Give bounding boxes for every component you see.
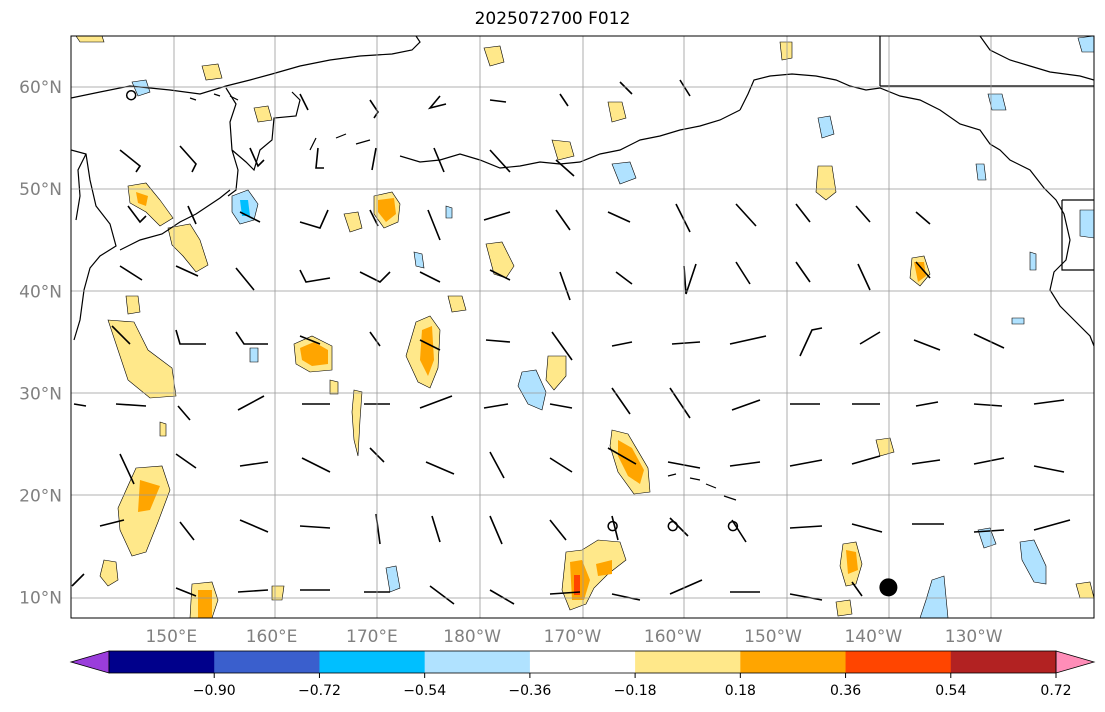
lat-label: 40°N xyxy=(19,282,62,302)
lon-label: 130°W xyxy=(945,627,1003,647)
map-area xyxy=(71,36,1094,618)
colorbar-segment xyxy=(635,651,741,673)
colorbar-frame xyxy=(108,650,1057,674)
lat-label: 60°N xyxy=(19,78,62,98)
open-location-circle xyxy=(667,520,679,532)
colorbar-segment xyxy=(109,651,215,673)
colorbar-segment xyxy=(740,651,847,673)
colorbar-tick-label: −0.72 xyxy=(298,683,341,699)
lat-label: 50°N xyxy=(19,180,62,200)
map-title: 2025072700 F012 xyxy=(474,9,631,29)
colorbar-tick-label: 0.36 xyxy=(830,683,861,699)
lon-label: 150°W xyxy=(744,627,802,647)
lon-label: 170°E xyxy=(346,627,398,647)
lon-label: 160°E xyxy=(246,627,298,647)
lat-label: 20°N xyxy=(19,486,62,506)
anomaly-shading xyxy=(75,36,1094,618)
colorbar-tick-label: 0.72 xyxy=(1040,683,1071,699)
colorbar-tick-label: −0.90 xyxy=(193,683,236,699)
gridlines xyxy=(71,36,1094,618)
colorbar-segment xyxy=(214,651,320,673)
map-frame xyxy=(70,35,1095,619)
colorbar-tick-label: 0.54 xyxy=(935,683,966,699)
location-markers xyxy=(125,89,898,597)
filled-location-dot xyxy=(879,578,898,597)
open-location-circle xyxy=(607,520,618,532)
colorbar-segment xyxy=(845,651,952,673)
colorbar: −0.90 −0.72 −0.54 −0.36 −0.18 0.18 0.36 0.54 0.7… xyxy=(69,650,1096,699)
lon-label: 140°W xyxy=(844,627,902,647)
open-location-circle xyxy=(727,520,739,532)
wind-barbs xyxy=(71,79,1071,605)
colorbar-segment xyxy=(950,651,1057,673)
longitude-labels: 150°E 160°E 170°E 180°W 170°W 160°W 150°W 140°W… xyxy=(145,627,1002,647)
colorbar-segment xyxy=(529,651,636,673)
open-location-circle xyxy=(125,89,137,101)
lat-label: 30°N xyxy=(19,384,62,404)
lon-label: 160°W xyxy=(644,627,702,647)
colorbar-segment xyxy=(319,651,426,673)
colorbar-tick-label: −0.54 xyxy=(403,683,446,699)
colorbar-extend-max xyxy=(1055,650,1096,674)
lon-label: 150°E xyxy=(145,627,197,647)
lon-label: 180°W xyxy=(443,627,501,647)
colorbar-tick-label: −0.18 xyxy=(614,683,657,699)
latitude-labels: 60°N 50°N 40°N 30°N 20°N 10°N xyxy=(19,78,62,609)
colorbar-extend-min xyxy=(69,650,110,674)
colorbar-segment xyxy=(424,651,531,673)
colorbar-tick-label: −0.36 xyxy=(508,683,551,699)
lat-label: 10°N xyxy=(19,589,62,609)
lon-label: 170°W xyxy=(544,627,602,647)
colorbar-tick-label: 0.18 xyxy=(725,683,756,699)
